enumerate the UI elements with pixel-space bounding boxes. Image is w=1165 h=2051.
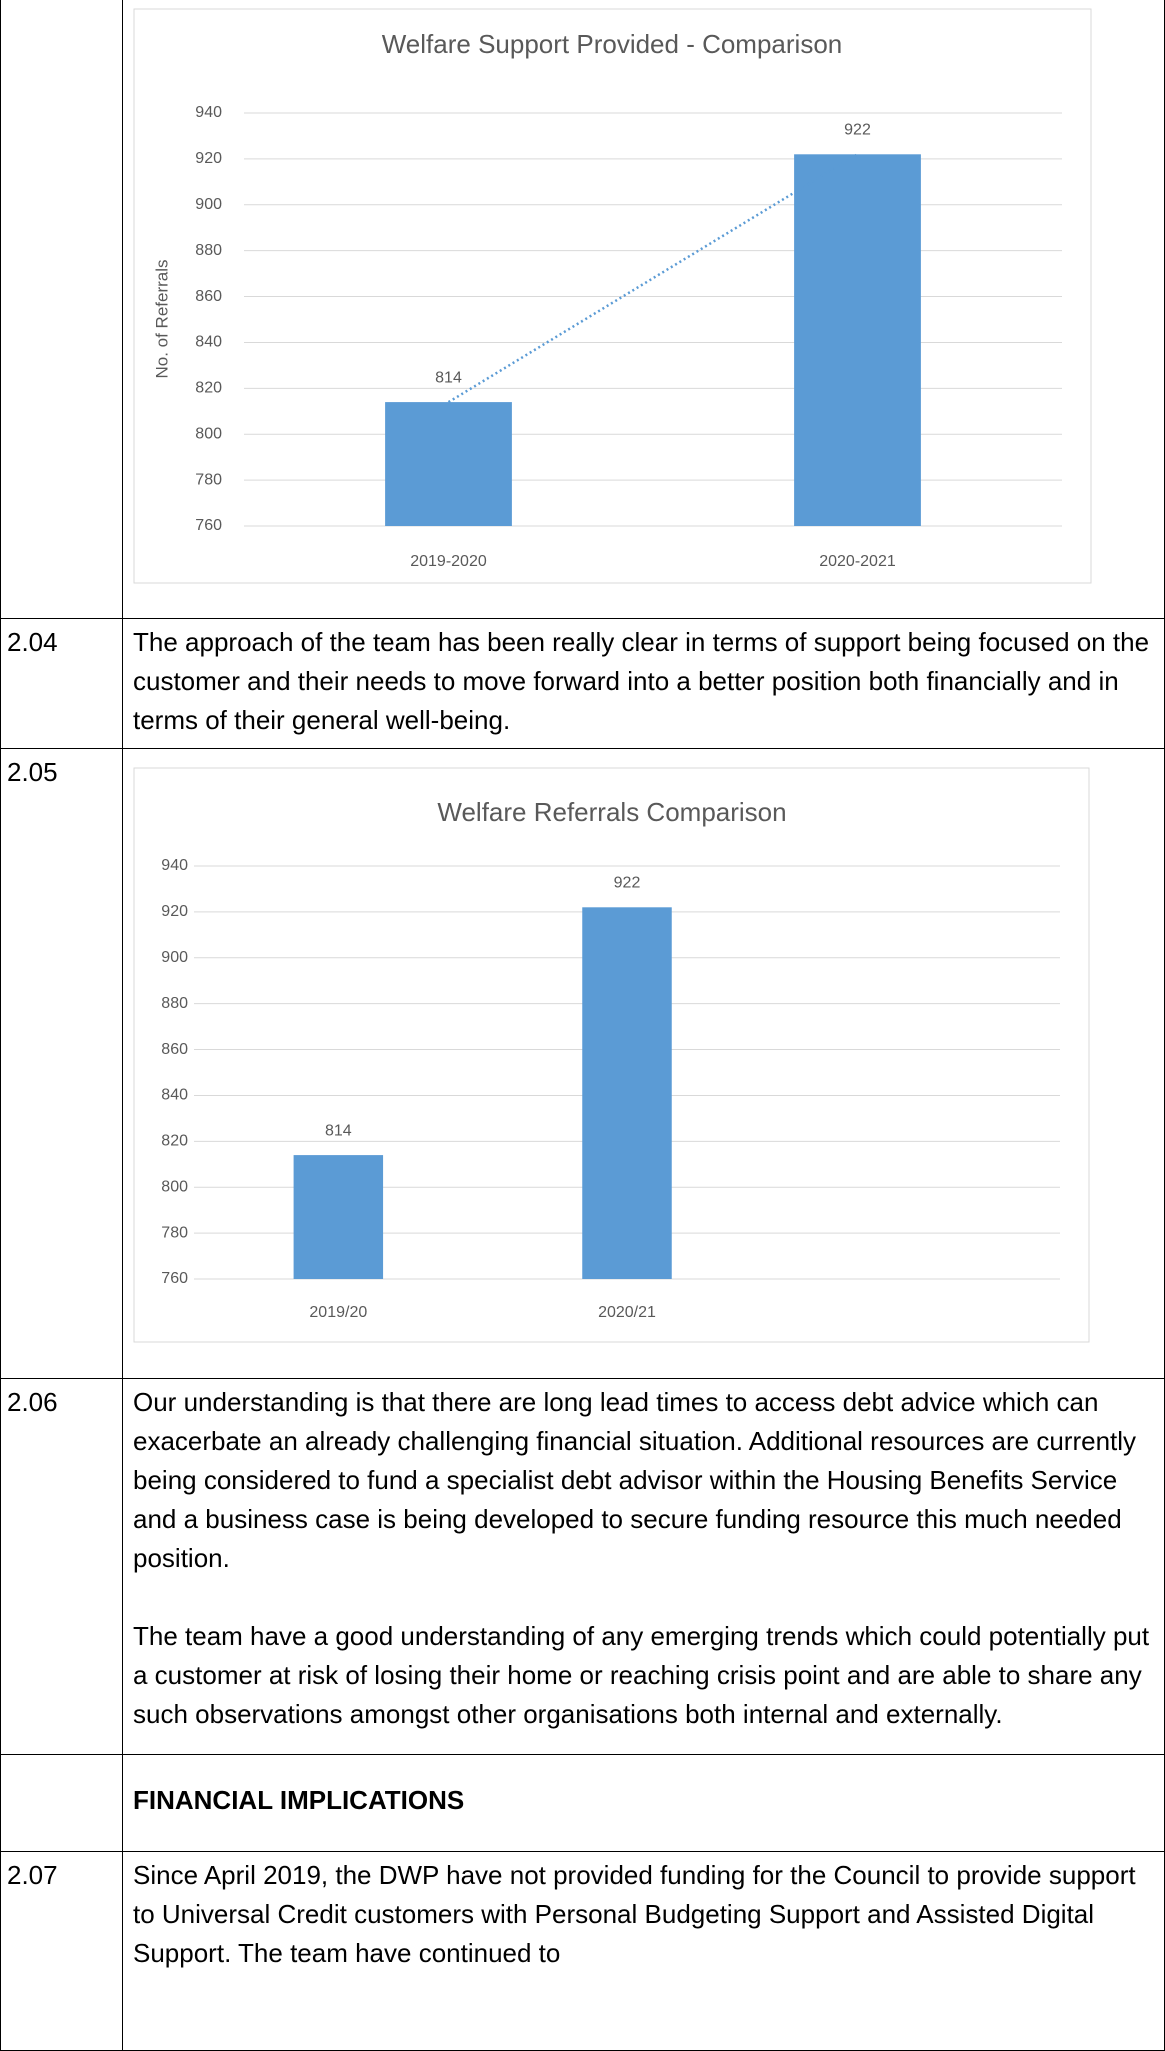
paragraph: Our understanding is that there are long…	[133, 1387, 1137, 1573]
y-axis-label: No. of Referrals	[152, 259, 171, 378]
data-label: 814	[435, 369, 462, 386]
y-tick-label: 940	[195, 104, 222, 121]
bar	[293, 1155, 384, 1279]
y-tick-label: 880	[195, 242, 222, 259]
y-tick-label: 860	[161, 1041, 188, 1058]
y-tick-label: 800	[161, 1178, 188, 1195]
row-text: Since April 2019, the DWP have not provi…	[122, 1851, 1165, 2051]
data-label: 922	[614, 875, 641, 892]
y-tick-label: 840	[161, 1087, 188, 1104]
y-tick-label: 760	[161, 1270, 188, 1287]
x-tick-label: 2019/20	[309, 1304, 367, 1321]
chart-title: Welfare Support Provided - Comparison	[382, 29, 843, 59]
y-tick-label: 780	[161, 1224, 188, 1241]
y-tick-label: 780	[195, 471, 222, 488]
x-tick-label: 2020/21	[598, 1304, 656, 1321]
bar	[385, 402, 512, 526]
y-tick-label: 880	[161, 995, 188, 1012]
chart-frame	[133, 8, 1092, 584]
row-text: Our understanding is that there are long…	[122, 1378, 1165, 1755]
y-tick-label: 920	[195, 150, 222, 167]
charts: Welfare Support Provided - Comparison No.…	[133, 8, 1092, 1343]
x-tick-label: 2019-2020	[410, 553, 487, 570]
bar	[794, 154, 921, 527]
paragraph: The team have a good understanding of an…	[133, 1621, 1150, 1729]
y-tick-label: 920	[161, 903, 188, 920]
y-tick-label: 820	[195, 380, 222, 397]
y-tick-label: 940	[161, 857, 188, 874]
y-tick-label: 900	[195, 196, 222, 213]
x-tick-label: 2020-2021	[819, 553, 896, 570]
y-tick-label: 840	[195, 334, 222, 351]
y-tick-label: 760	[195, 517, 222, 534]
bar	[582, 907, 672, 1279]
data-label: 922	[844, 122, 871, 139]
y-tick-label: 860	[195, 288, 222, 305]
y-tick-label: 800	[195, 425, 222, 442]
chart-title: Welfare Referrals Comparison	[437, 797, 786, 827]
data-label: 814	[325, 1122, 352, 1139]
y-tick-label: 900	[161, 949, 188, 966]
y-tick-label: 820	[161, 1133, 188, 1150]
row-text: The approach of the team has been really…	[122, 618, 1165, 749]
